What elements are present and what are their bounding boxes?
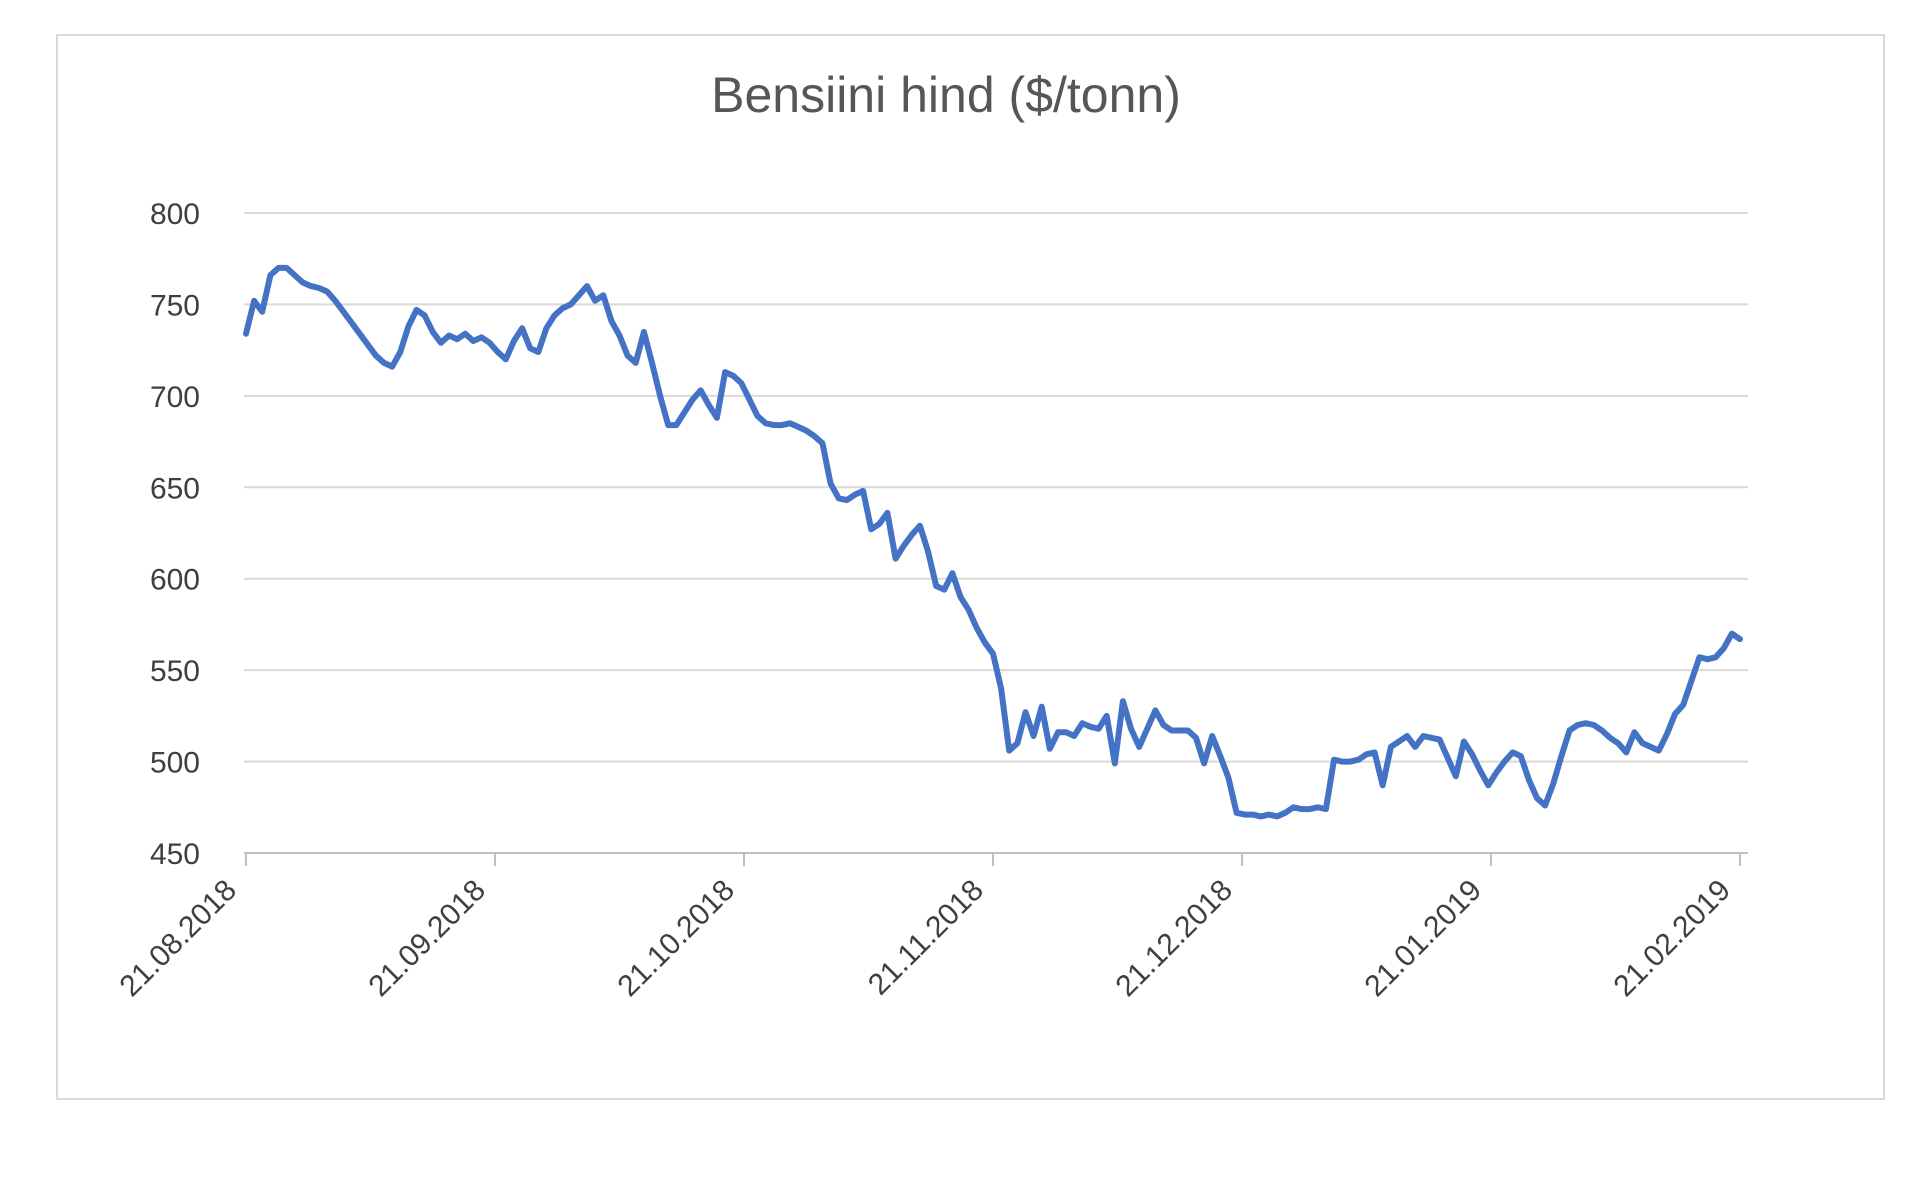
chart-frame: [56, 34, 1885, 1100]
y-axis-labels: 450 500 550 600 650 700 750 800: [150, 198, 200, 871]
gridlines: [244, 212, 1748, 763]
y-tick-label: 750: [150, 289, 200, 322]
y-tick-label: 600: [150, 564, 200, 597]
y-tick-label: 500: [150, 747, 200, 780]
y-tick-label: 700: [150, 381, 200, 414]
y-tick-label: 800: [150, 198, 200, 231]
chart-title: Bensiini hind ($/tonn): [711, 67, 1181, 123]
y-tick-label: 550: [150, 655, 200, 688]
y-tick-label: 650: [150, 472, 200, 505]
price-line: [243, 264, 1743, 820]
y-tick-label: 450: [150, 838, 200, 871]
x-axis: [244, 852, 1748, 866]
